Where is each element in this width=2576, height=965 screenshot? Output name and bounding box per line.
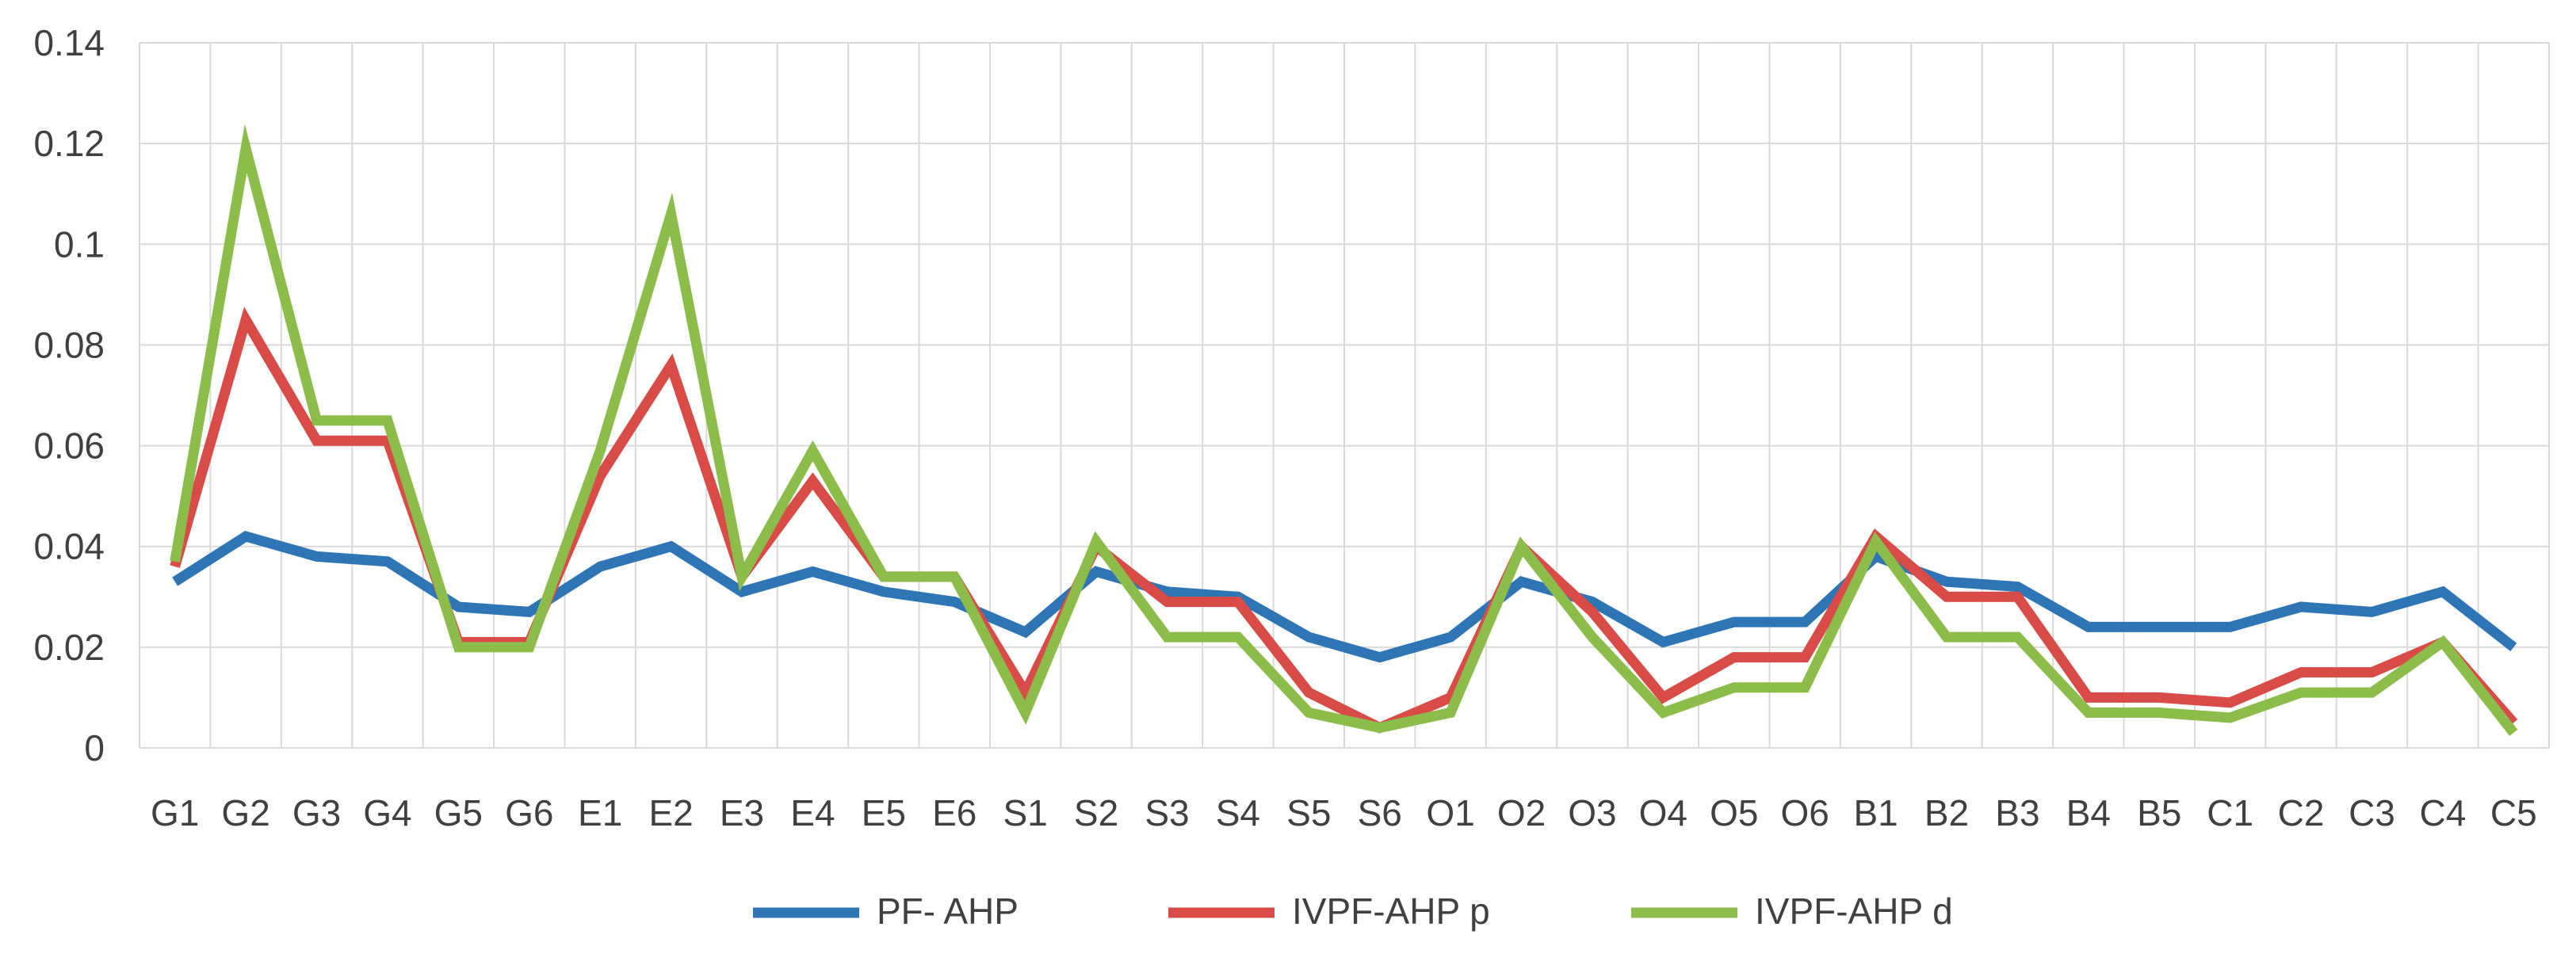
x-tick-label: S5 [1286, 792, 1331, 833]
y-tick-label: 0.06 [33, 425, 105, 467]
x-tick-label: O5 [1710, 792, 1758, 833]
y-tick-label: 0.08 [33, 324, 105, 365]
x-tick-label: C2 [2278, 792, 2325, 833]
x-tick-label: E1 [578, 792, 622, 833]
x-tick-label: O3 [1568, 792, 1616, 833]
legend-label-1: PF- AHP [877, 891, 1019, 932]
y-tick-label: 0.12 [33, 123, 105, 164]
x-tick-label: C5 [2490, 792, 2537, 833]
legend-label-3: IVPF-AHP d [1755, 891, 1953, 932]
series-line-3 [170, 124, 2518, 736]
x-tick-label: O1 [1426, 792, 1474, 833]
x-tick-label: B1 [1853, 792, 1898, 833]
series-lines [170, 124, 2518, 736]
x-tick-label: O6 [1780, 792, 1829, 833]
x-tick-label: O4 [1639, 792, 1687, 833]
y-tick-label: 0 [84, 727, 105, 769]
x-tick-label: S4 [1216, 792, 1260, 833]
x-tick-label: G1 [151, 792, 199, 833]
x-tick-label: S2 [1074, 792, 1118, 833]
x-tick-label: S6 [1358, 792, 1402, 833]
x-tick-label: G3 [292, 792, 341, 833]
x-tick-label: O2 [1497, 792, 1546, 833]
x-tick-label: E2 [648, 792, 693, 833]
legend-label-2: IVPF-AHP p [1292, 891, 1490, 932]
y-axis-ticks: 0 0.02 0.04 0.06 0.08 0.1 0.12 0.14 [33, 22, 105, 769]
x-tick-label: S3 [1145, 792, 1189, 833]
x-tick-label: E5 [862, 792, 906, 833]
x-tick-label: S1 [1003, 792, 1048, 833]
y-tick-label: 0.02 [33, 627, 105, 668]
x-tick-label: E4 [790, 792, 835, 833]
x-tick-label: G6 [505, 792, 553, 833]
y-tick-label: 0.04 [33, 526, 105, 567]
x-tick-label: G5 [434, 792, 483, 833]
x-tick-label: E6 [932, 792, 977, 833]
x-tick-label: G2 [221, 792, 269, 833]
legend: PF- AHP IVPF-AHP p IVPF-AHP d [753, 891, 1953, 932]
y-tick-label: 0.1 [54, 223, 105, 265]
x-axis-ticks: G1 G2 G3 G4 G5 G6 E1 E2 E3 E4 E5 E6 S1 S2 S3 S4 S5 S6 O1 O2… [151, 792, 2537, 833]
y-tick-label: 0.14 [33, 22, 105, 63]
x-tick-label: E3 [720, 792, 764, 833]
x-tick-label: G4 [363, 792, 411, 833]
x-tick-label: B4 [2066, 792, 2111, 833]
x-tick-label: B3 [1995, 792, 2039, 833]
x-tick-label: C3 [2349, 792, 2395, 833]
x-tick-label: B5 [2137, 792, 2181, 833]
x-tick-label: C4 [2419, 792, 2466, 833]
x-tick-label: B2 [1924, 792, 1969, 833]
series-line-1 [172, 530, 2517, 663]
x-tick-label: C1 [2207, 792, 2253, 833]
